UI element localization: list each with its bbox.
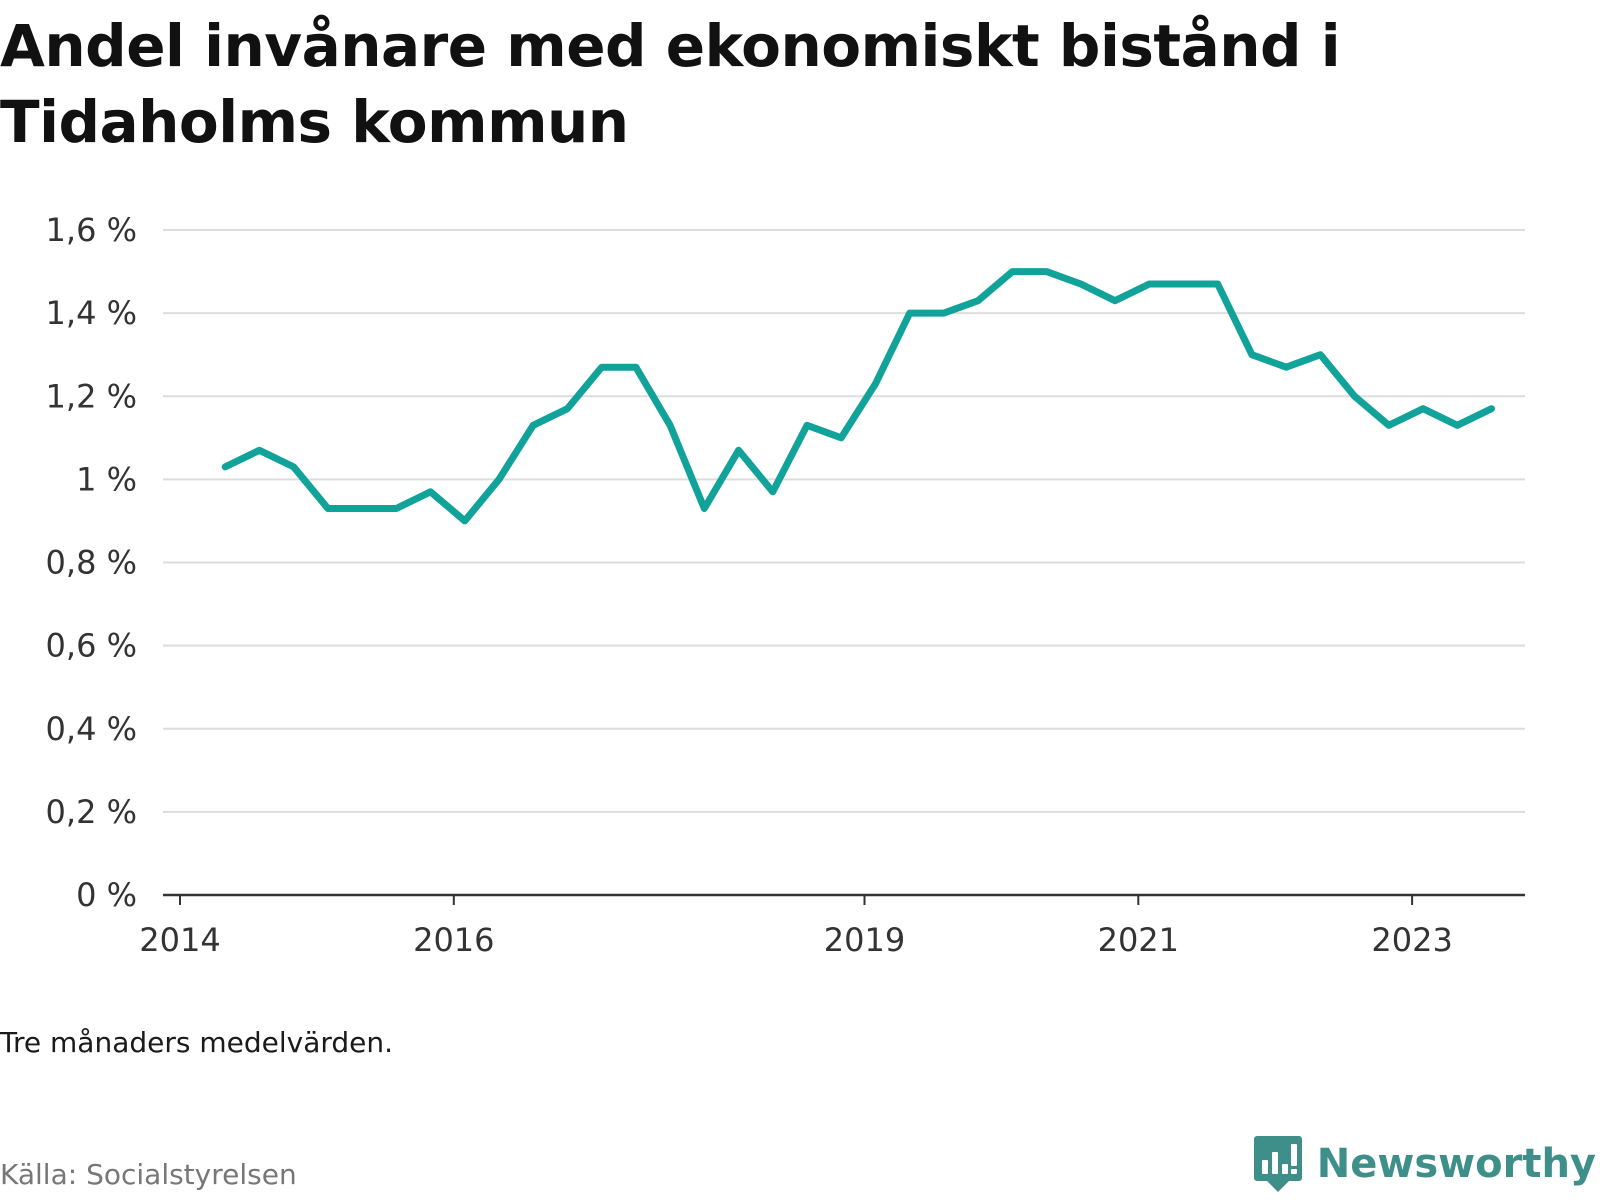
source-credit: Källa: Socialstyrelsen bbox=[0, 1158, 297, 1191]
y-tick-label: 1,6 % bbox=[46, 211, 137, 249]
x-tick-label: 2023 bbox=[1371, 921, 1452, 959]
y-tick-label: 1,4 % bbox=[46, 294, 137, 332]
x-tick-label: 2019 bbox=[824, 921, 905, 959]
y-tick-label: 0,8 % bbox=[46, 544, 137, 582]
y-tick-label: 0 % bbox=[76, 876, 137, 914]
line-chart: 0 % 0,2 % 0,4 % 0,6 % 0,8 % 1 % 1,2 % 1,4 % 1,6 … bbox=[46, 211, 1525, 959]
brand-name: Newsworthy bbox=[1316, 1141, 1596, 1187]
y-tick-label: 0,6 % bbox=[46, 627, 137, 665]
y-tick-label: 0,2 % bbox=[46, 793, 137, 831]
gridlines bbox=[163, 229, 1525, 813]
series-group bbox=[221, 268, 1495, 525]
x-tick-label: 2021 bbox=[1098, 921, 1179, 959]
y-tick-label: 0,4 % bbox=[46, 710, 137, 748]
brand-logo[interactable]: Newsworthy bbox=[1253, 1134, 1596, 1194]
x-tick-label: 2014 bbox=[139, 921, 220, 959]
y-tick-label: 1,2 % bbox=[46, 377, 137, 415]
newsworthy-logo-icon bbox=[1253, 1136, 1302, 1192]
x-axis-ticks: 2014 2016 2019 2021 2023 bbox=[139, 895, 1453, 959]
series-line bbox=[221, 268, 1495, 525]
x-tick-label: 2016 bbox=[413, 921, 494, 959]
chart-note: Tre månaders medelvärden. bbox=[0, 1026, 394, 1059]
chart-title: Andel invånare med ekonomiskt bistånd i … bbox=[0, 12, 1341, 156]
y-axis-tick-labels: 0 % 0,2 % 0,4 % 0,6 % 0,8 % 1 % 1,2 % 1,4 % 1,6 … bbox=[46, 211, 137, 914]
y-tick-label: 1 % bbox=[76, 460, 137, 498]
